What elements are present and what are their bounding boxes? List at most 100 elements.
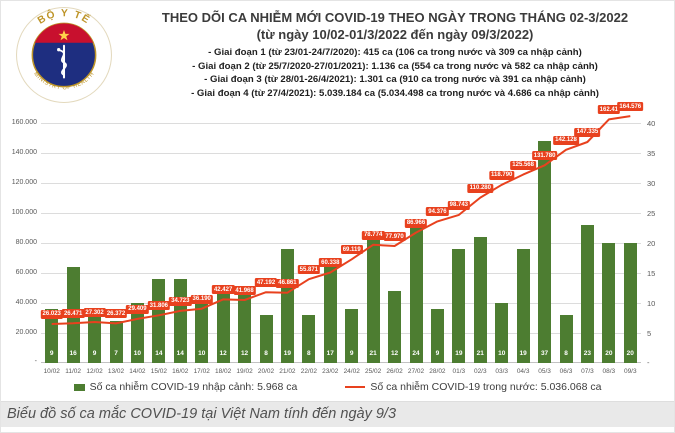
line-value-label: 34.723 — [169, 296, 192, 306]
bar-value-label: 9 — [434, 350, 441, 358]
bar-value-label: 8 — [562, 350, 570, 358]
bar-value-label: 7 — [112, 350, 120, 358]
x-axis-tick: 02/3 — [473, 368, 487, 375]
chart-legend: Số ca nhiễm COVID-19 nhập cảnh: 5.968 ca… — [1, 381, 674, 393]
x-axis-tick: 12/02 — [86, 368, 103, 375]
bar-imported-cases — [238, 291, 252, 363]
left-axis-tick: 40.000 — [15, 299, 37, 306]
bar-value-label: 19 — [518, 350, 529, 358]
line-value-label: 47.192 — [254, 278, 278, 288]
line-value-label: 78.774 — [361, 230, 385, 240]
line-value-label: 147.335 — [574, 127, 601, 137]
bar-value-label: 12 — [389, 350, 400, 358]
line-value-label: 26.471 — [61, 309, 85, 319]
bar-imported-cases — [473, 237, 487, 363]
line-value-label: 142.128 — [553, 135, 579, 145]
x-axis-tick: 27/02 — [407, 368, 425, 375]
line-value-label: 31.806 — [147, 301, 171, 311]
logo-snake-icon — [57, 48, 67, 76]
bar-value-label: 20 — [603, 350, 614, 358]
line-value-label: 60.338 — [319, 258, 342, 268]
bar-value-label: 10 — [496, 350, 507, 358]
x-axis-line — [41, 362, 641, 363]
bar-value-label: 23 — [582, 350, 593, 358]
bar-imported-cases — [516, 249, 530, 363]
x-axis-tick: 05/3 — [538, 368, 551, 375]
bar-imported-cases — [495, 303, 509, 363]
period-2-summary: - Giai đoạn 2 (từ 25/7/2020-27/01/2021):… — [192, 60, 598, 72]
period-3-summary: - Giai đoạn 3 (từ 28/01-26/4/2021): 1.30… — [204, 74, 586, 85]
bar-imported-cases — [152, 279, 166, 363]
line-value-label: 110.280 — [467, 183, 493, 193]
bar-imported-cases — [430, 309, 444, 363]
x-axis-tick: 24/02 — [343, 368, 360, 375]
line-value-label: 55.871 — [297, 265, 321, 275]
left-axis-zero: - — [34, 358, 37, 365]
bar-value-label: 19 — [453, 350, 464, 358]
line-value-label: 98.743 — [447, 200, 471, 210]
bar-imported-cases — [452, 249, 466, 363]
bar-imported-cases — [409, 219, 423, 363]
legend-bar-swatch — [73, 383, 85, 391]
x-axis-tick: 18/02 — [215, 368, 232, 375]
bar-value-label: 20 — [625, 350, 636, 358]
gridline — [41, 273, 641, 274]
line-value-label: 42.427 — [211, 285, 235, 295]
left-axis-tick: 60.000 — [15, 269, 37, 276]
bar-value-label: 14 — [175, 350, 186, 358]
x-axis-tick: 20/02 — [257, 368, 275, 375]
bar-imported-cases — [538, 141, 552, 363]
right-axis-tick: 20 — [647, 238, 656, 248]
x-axis-tick: 17/02 — [193, 368, 210, 375]
bar-imported-cases — [280, 249, 294, 363]
line-value-label: 118.790 — [489, 170, 515, 180]
x-axis-tick: 28/02 — [429, 368, 446, 375]
right-axis-tick: 25 — [647, 208, 656, 218]
legend-domestic-label: Số ca nhiễm COVID-19 trong nước: 5.036.0… — [370, 381, 602, 393]
bar-value-label: 9 — [91, 350, 98, 358]
gridline — [41, 303, 641, 304]
x-axis-tick: 26/02 — [386, 368, 403, 375]
left-axis-tick: 100.000 — [11, 209, 37, 216]
x-axis-tick: 19/02 — [236, 368, 253, 375]
gridline — [41, 333, 641, 334]
legend-line-swatch — [345, 385, 366, 389]
x-axis-tick: 03/3 — [495, 368, 509, 375]
line-value-label: 131.780 — [531, 151, 558, 161]
right-axis-tick: 40 — [647, 118, 656, 128]
gridline — [41, 183, 641, 184]
gridline — [41, 153, 641, 154]
line-value-label: 77.970 — [383, 232, 406, 242]
right-axis-tick: 10 — [647, 298, 656, 308]
period-4-summary: - Giai đoạn 4 (từ 27/4/2021): 5.039.184 … — [191, 87, 599, 99]
bar-imported-cases — [602, 243, 616, 363]
line-value-label: 26.023 — [40, 309, 63, 319]
svg-text:BỘ Y TẾ: BỘ Y TẾ — [36, 7, 93, 27]
x-axis-tick: 04/3 — [516, 368, 530, 375]
chart-title: THEO DÕI CA NHIỄM MỚI COVID-19 THEO NGÀY… — [161, 10, 629, 25]
bar-value-label: 16 — [68, 350, 79, 358]
bar-value-label: 8 — [262, 350, 270, 358]
period-1-summary: - Giai đoạn 1 (từ 23/01-24/7/2020): 415 … — [208, 47, 582, 58]
bar-value-label: 21 — [475, 350, 486, 358]
line-value-label: 162.41 — [597, 105, 621, 115]
x-axis-tick: 13/02 — [107, 368, 125, 375]
x-axis-tick: 09/3 — [623, 368, 637, 375]
left-axis-tick: 160.000 — [11, 119, 37, 126]
bar-imported-cases — [45, 309, 59, 363]
bar-value-label: 10 — [196, 350, 207, 358]
logo-star-icon — [58, 29, 70, 41]
bar-value-label: 21 — [368, 350, 379, 358]
bar-imported-cases — [623, 243, 637, 363]
right-axis-tick: 5 — [647, 328, 652, 338]
bar-imported-cases — [323, 261, 337, 363]
period-summary-list: - Giai đoạn 1 (từ 23/01-24/7/2020): 415 … — [119, 46, 671, 100]
x-axis-tick: 22/02 — [300, 368, 317, 375]
line-value-label: 27.302 — [83, 308, 106, 318]
chart-plot-area: 20.000 5 40.000 10 60.000 15 80.000 20 100.000 25… — [12, 102, 655, 375]
bar-value-label: 9 — [48, 350, 56, 358]
bar-value-label: 8 — [305, 350, 313, 358]
logo-snake-head — [57, 48, 61, 52]
x-axis-tick: 11/02 — [65, 368, 82, 375]
bar-imported-cases — [580, 225, 594, 363]
